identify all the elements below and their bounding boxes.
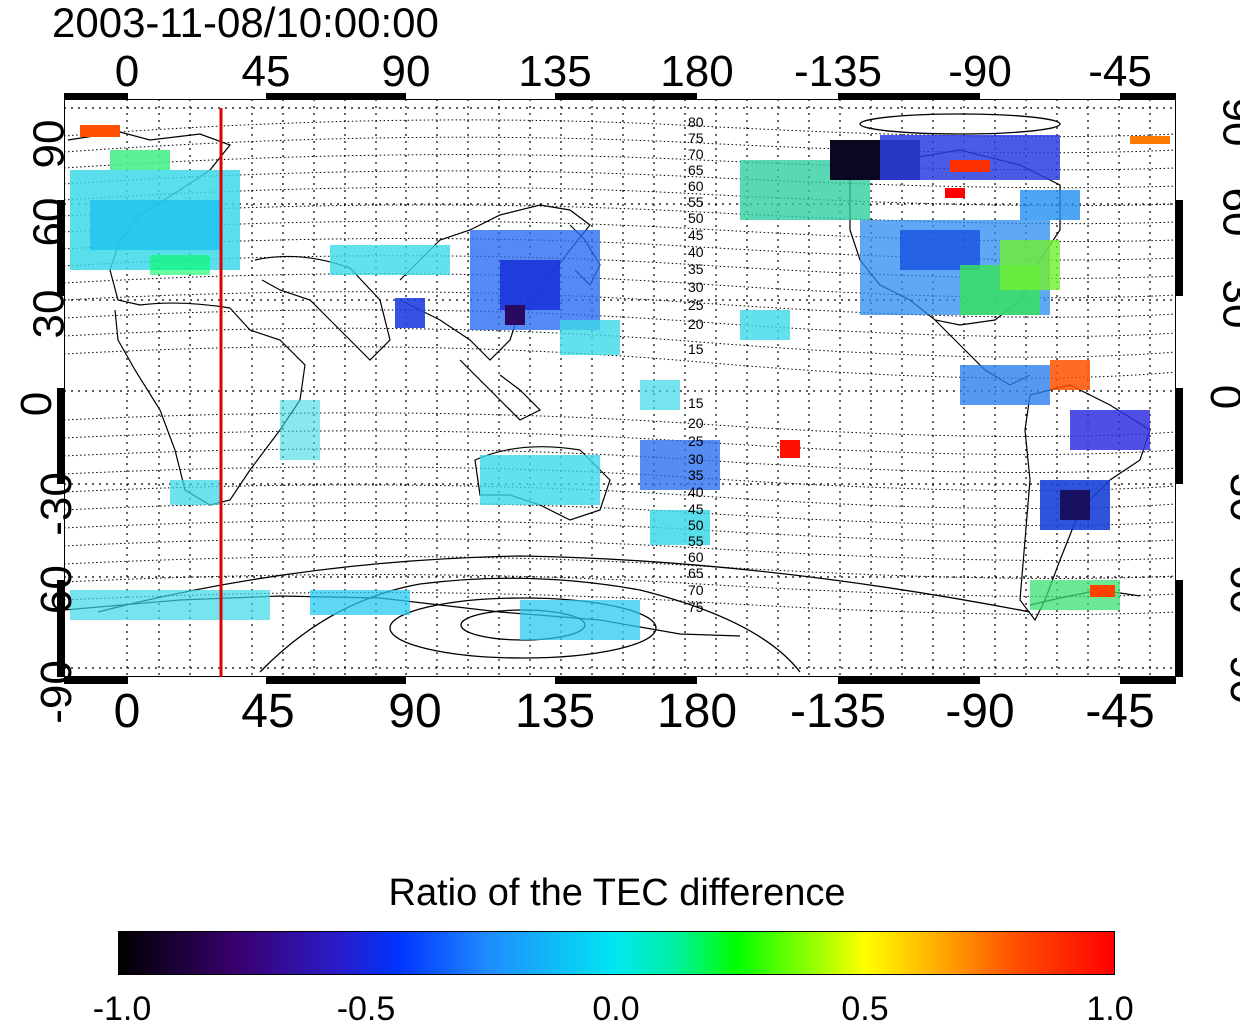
map-timestamp: 2003-11-08/10:00:00 — [52, 0, 439, 46]
contour-label: 20 — [688, 316, 704, 332]
top-lon-label: -45 — [1088, 47, 1152, 96]
right-lat-label: 30 — [1213, 279, 1240, 329]
contour-label: 15 — [688, 341, 704, 357]
contour-label: 55 — [688, 533, 704, 549]
top-lon-label: 0 — [114, 47, 140, 96]
contour-label: 55 — [688, 194, 704, 210]
contour-label: 80 — [688, 114, 704, 130]
bottom-lon-label: -45 — [1085, 685, 1155, 738]
left-lat-label: 30 — [24, 289, 74, 339]
contour-label: 60 — [688, 549, 704, 565]
contour-label: 25 — [688, 433, 704, 449]
tec-data-patches — [70, 125, 1170, 640]
left-lat-label: -30 — [31, 472, 81, 536]
contour-label: 65 — [688, 162, 704, 178]
bottom-lon-label: -90 — [945, 685, 1015, 738]
south-pole-contours — [97, 113, 1061, 673]
right-lat-label: 60 — [1213, 187, 1240, 237]
contour-label: 65 — [688, 565, 704, 581]
bottom-lon-label: 135 — [514, 685, 596, 738]
left-lat-label: 60 — [24, 197, 74, 247]
top-lon-label: 135 — [518, 47, 592, 96]
colorbar — [118, 931, 1115, 975]
contour-label: 30 — [688, 451, 704, 467]
top-lon-label: 45 — [241, 47, 291, 96]
right-lat-label: 0 — [1201, 385, 1240, 409]
bottom-lon-label: 90 — [388, 685, 442, 738]
top-lon-label: 180 — [660, 47, 734, 96]
contour-label: 40 — [688, 244, 704, 260]
contour-label: 25 — [688, 297, 704, 313]
contour-label: 35 — [688, 261, 704, 277]
contour-label: 50 — [688, 210, 704, 226]
contour-labels-north: 80 75 70 65 60 55 50 45 40 35 30 25 20 1… — [688, 114, 704, 357]
top-lon-label: 90 — [381, 47, 431, 96]
colorbar-tick-label: 0.0 — [592, 990, 640, 1028]
contour-label: 70 — [688, 146, 704, 162]
top-lon-label: -90 — [948, 47, 1012, 96]
right-lat-label: -90 — [1220, 640, 1240, 704]
left-lat-label: -60 — [31, 565, 81, 629]
right-lat-label: -30 — [1220, 458, 1240, 522]
contour-label: 75 — [688, 130, 704, 146]
bottom-lon-label: 180 — [656, 685, 738, 738]
contour-label: 40 — [688, 484, 704, 500]
left-lat-label: -90 — [31, 660, 81, 724]
contour-label: 45 — [688, 227, 704, 243]
colorbar-tick-label: -1.0 — [92, 990, 152, 1028]
right-lat-label: -60 — [1220, 550, 1240, 614]
frame-ticks — [57, 93, 1183, 684]
contour-label: 35 — [688, 467, 704, 483]
left-lat-label: 0 — [12, 391, 62, 417]
contour-label: 45 — [688, 501, 704, 517]
contour-label: 60 — [688, 178, 704, 194]
bottom-lon-label: 45 — [241, 685, 295, 738]
right-lat-label: 90 — [1213, 97, 1240, 147]
contour-label: 15 — [688, 395, 704, 411]
colorbar-title: Ratio of the TEC difference — [388, 872, 846, 914]
contour-label: 75 — [688, 599, 704, 615]
bottom-lon-label: 0 — [113, 685, 141, 738]
contour-label: 50 — [688, 517, 704, 533]
bottom-lon-label: -135 — [789, 685, 887, 738]
contour-label: 70 — [688, 582, 704, 598]
top-lon-label: -135 — [793, 47, 883, 96]
colorbar-tick-label: 1.0 — [1086, 990, 1134, 1028]
colorbar-tick-label: -0.5 — [336, 990, 396, 1028]
contour-labels-south: 15 20 25 30 35 40 45 50 55 60 65 70 75 — [688, 395, 704, 615]
contour-label: 20 — [688, 415, 704, 431]
left-lat-label: 90 — [24, 119, 74, 169]
contour-label: 30 — [688, 279, 704, 295]
colorbar-tick-label: 0.5 — [841, 990, 889, 1028]
